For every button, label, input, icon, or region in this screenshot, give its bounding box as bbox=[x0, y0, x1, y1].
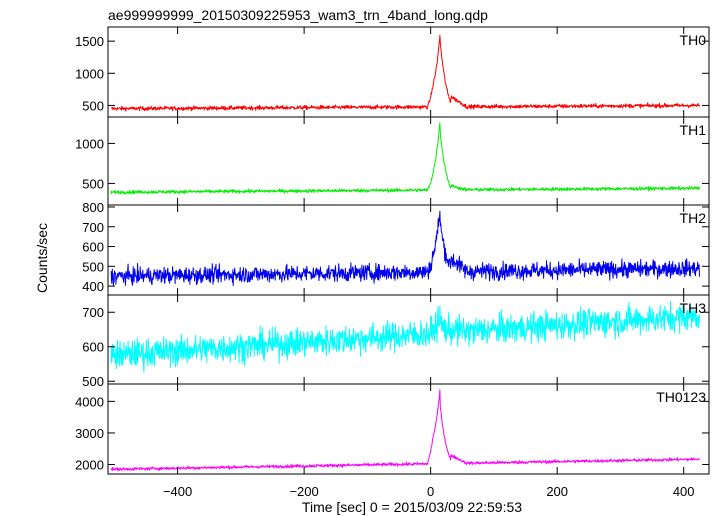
panel-label: TH3 bbox=[680, 300, 707, 316]
panel-th0123: 2000 3000 4000 TH0123 bbox=[75, 383, 710, 475]
panel-label: TH2 bbox=[680, 210, 707, 226]
y-tick-label: 500 bbox=[82, 98, 104, 113]
panel-frame bbox=[107, 204, 710, 296]
y-axis-label: Counts/sec bbox=[34, 223, 50, 293]
series-th1 bbox=[110, 122, 700, 195]
y-tick-label: 600 bbox=[82, 240, 104, 255]
panel-th1: 500 1000 TH1 bbox=[75, 116, 710, 206]
x-tick-label: −200 bbox=[289, 484, 318, 499]
y-tick-label: 1000 bbox=[75, 66, 104, 81]
series-th3 bbox=[110, 300, 700, 373]
panels: 500 1000 1500 TH0 500 1000 TH1 400 500 600 700 800 T… bbox=[75, 26, 710, 475]
series-th0123 bbox=[110, 389, 700, 472]
y-tick-label: 400 bbox=[82, 279, 104, 294]
y-tick-label: 500 bbox=[82, 259, 104, 274]
panel-label: TH0123 bbox=[656, 389, 706, 405]
x-tick-label: 0 bbox=[427, 484, 434, 499]
x-tick-label: 200 bbox=[546, 484, 568, 499]
y-tick-label: 500 bbox=[82, 374, 104, 389]
panel-frame bbox=[107, 383, 710, 475]
y-tick-label: 600 bbox=[82, 340, 104, 355]
chart-title: ae999999999_20150309225953_wam3_trn_4ban… bbox=[108, 7, 488, 23]
panel-th0: 500 1000 1500 TH0 bbox=[75, 26, 710, 118]
y-tick-label: 2000 bbox=[75, 458, 104, 473]
y-tick-label: 1000 bbox=[75, 136, 104, 151]
x-tick-label: 400 bbox=[673, 484, 695, 499]
y-tick-label: 500 bbox=[82, 176, 104, 191]
series-th2 bbox=[110, 210, 700, 287]
y-tick-label: 700 bbox=[82, 220, 104, 235]
y-tick-label: 800 bbox=[82, 200, 104, 215]
x-tick-label: −400 bbox=[163, 484, 192, 499]
panel-th2: 400 500 600 700 800 TH2 bbox=[82, 200, 710, 296]
panel-frame bbox=[107, 26, 710, 118]
panel-label: TH1 bbox=[680, 122, 707, 138]
y-tick-label: 3000 bbox=[75, 426, 104, 441]
y-tick-label: 1500 bbox=[75, 34, 104, 49]
panel-label: TH0 bbox=[680, 32, 707, 48]
panel-th3: 500 600 700 TH3 bbox=[82, 294, 710, 389]
y-tick-label: 4000 bbox=[75, 394, 104, 409]
x-axis-label: Time [sec] 0 = 2015/03/09 22:59:53 bbox=[302, 499, 522, 515]
series-th0 bbox=[110, 34, 700, 112]
y-tick-label: 700 bbox=[82, 305, 104, 320]
x-axis: −400 −200 0 200 400 bbox=[163, 484, 695, 499]
